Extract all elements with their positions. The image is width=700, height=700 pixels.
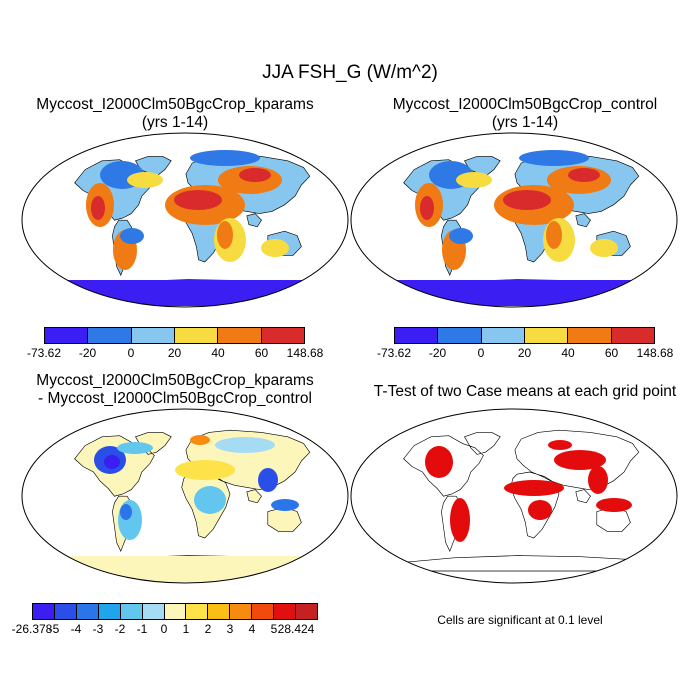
map-difference xyxy=(21,408,349,584)
colorbar-swatch xyxy=(611,328,654,343)
colorbar-swatch xyxy=(174,328,219,343)
colorbar-label: -73.62 xyxy=(376,346,412,360)
colorbar-swatch xyxy=(208,604,231,619)
colorbar-label: -2 xyxy=(114,622,126,636)
colorbar-swatch xyxy=(252,604,275,619)
colorbar-label: 40 xyxy=(211,346,225,360)
colorbar-label: 5 xyxy=(270,622,278,636)
panel-title-kparams-line1: Myccost_I2000Clm50BgcCrop_kparams xyxy=(36,96,314,113)
colorbar-label: 0 xyxy=(127,346,135,360)
colorbar-label: 4 xyxy=(248,622,256,636)
colorbar-swatch xyxy=(296,604,317,619)
significance-note: Cells are significant at 0.1 level xyxy=(437,613,603,627)
panel-title-control-line2: (yrs 1-14) xyxy=(491,114,559,131)
colorbar-swatch xyxy=(395,328,439,343)
colorbar-label: 28.424 xyxy=(277,622,315,636)
map-control xyxy=(350,132,678,308)
colorbar-control xyxy=(394,327,655,344)
colorbar-label: -5 xyxy=(48,622,60,636)
colorbar-label: 148.68 xyxy=(636,346,674,360)
colorbar-label: -3 xyxy=(92,622,104,636)
colorbar-swatch xyxy=(54,604,77,619)
colorbar-label: 3 xyxy=(226,622,234,636)
colorbar-label: 148.68 xyxy=(286,346,324,360)
panel-title-ttest: T-Test of two Case means at each grid po… xyxy=(373,383,677,400)
colorbar-swatch xyxy=(88,328,132,343)
colorbar-label: 40 xyxy=(561,346,575,360)
colorbar-swatch xyxy=(230,604,253,619)
colorbar-swatch xyxy=(120,604,143,619)
significance-patches xyxy=(425,440,632,542)
colorbar-swatch xyxy=(131,328,175,343)
colorbar-swatch xyxy=(142,604,165,619)
colorbar-swatch xyxy=(186,604,209,619)
colorbar-swatch xyxy=(218,328,262,343)
colorbar-swatch xyxy=(524,328,569,343)
colorbar-label: -4 xyxy=(70,622,82,636)
colorbar-label: 60 xyxy=(604,346,619,360)
colorbar-label: -20 xyxy=(428,346,447,360)
panel-title-control-line1: Myccost_I2000Clm50BgcCrop_control xyxy=(392,96,658,113)
colorbar-label: 0 xyxy=(160,622,168,636)
colorbar-swatch xyxy=(261,328,304,343)
colorbar-swatch xyxy=(481,328,525,343)
colorbar-swatch xyxy=(438,328,482,343)
colorbar-label: 60 xyxy=(254,346,269,360)
colorbar-label: -73.62 xyxy=(26,346,62,360)
colorbar-kparams xyxy=(44,327,305,344)
colorbar-difference xyxy=(32,603,318,620)
colorbar-swatch xyxy=(568,328,612,343)
panel-title-control: Myccost_I2000Clm50BgcCrop_control (yrs 1… xyxy=(350,96,700,132)
colorbar-swatch xyxy=(76,604,99,619)
colorbar-swatch xyxy=(274,604,297,619)
colorbar-swatch xyxy=(33,604,55,619)
colorbar-label: 20 xyxy=(517,346,532,360)
kparams-heat-patches xyxy=(60,150,320,306)
colorbar-label: -1 xyxy=(136,622,148,636)
colorbar-label: 2 xyxy=(204,622,212,636)
colorbar-label: 20 xyxy=(167,346,182,360)
colorbar-swatch xyxy=(98,604,121,619)
figure-title: JJA FSH_G (W/m^2) xyxy=(262,62,438,83)
colorbar-swatch xyxy=(45,328,89,343)
colorbar-label: 0 xyxy=(477,346,485,360)
control-heat-patches xyxy=(389,150,649,306)
map-kparams xyxy=(21,132,349,308)
colorbar-label: -26.378 xyxy=(11,622,53,636)
colorbar-label: -20 xyxy=(78,346,97,360)
panel-title-difference-line2: - Myccost_I2000Clm50BgcCrop_control xyxy=(38,390,312,407)
colorbar-swatch xyxy=(164,604,187,619)
panel-title-difference: Myccost_I2000Clm50BgcCrop_kparams - Mycc… xyxy=(0,372,350,408)
panel-title-kparams: Myccost_I2000Clm50BgcCrop_kparams (yrs 1… xyxy=(0,96,350,132)
map-ttest xyxy=(350,408,678,584)
colorbar-label: 1 xyxy=(182,622,190,636)
panel-title-kparams-line2: (yrs 1-14) xyxy=(141,114,209,131)
panel-title-difference-line1: Myccost_I2000Clm50BgcCrop_kparams xyxy=(36,372,314,389)
